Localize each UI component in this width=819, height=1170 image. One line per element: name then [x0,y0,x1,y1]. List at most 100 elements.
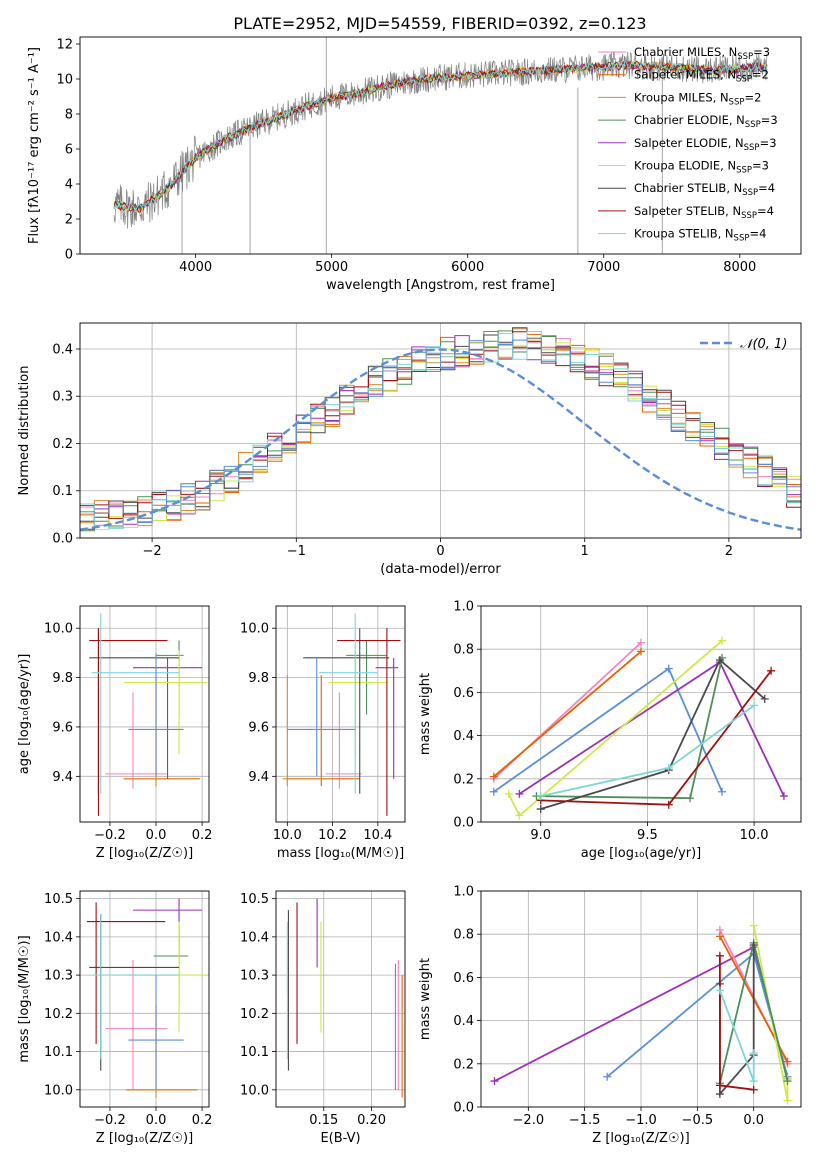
mass-weight-marker [490,1077,499,1086]
y-tick-label: 0.8 [453,928,474,943]
chart-title: PLATE=2952, MJD=54559, FIBERID=0392, z=0… [233,14,646,33]
mass_vs_EBV-panel: 0.15 0.20 10.0 10.1 10.2 10.3 10.4 10.5 E(B-V) [240,890,406,1146]
y-tick-label: 10.4 [44,930,73,945]
y-tick-label: 10.0 [44,1083,73,1098]
legend-entry: Kroupa ELODIE, NSSP=3 [634,159,769,176]
x-tick-label: 10.2 [318,828,347,843]
y-tick-label: 9.4 [248,770,269,785]
x-tick-label: −2 [143,544,162,559]
y-tick-label: 10.1 [44,1045,73,1060]
mass-weight-marker [489,772,498,781]
mass-weight-marker [715,951,724,960]
y-tick-label: 1.0 [453,600,474,615]
mass-weight-marker [664,664,673,673]
mass_vs_Z-panel: −0.2 0.0 0.2 10.0 10.1 10.2 10.3 10.4 10.5 Z [log… [17,890,213,1146]
x-axis-label: Z [log₁₀(Z/Z☉)] [96,1131,193,1146]
mass-weight-marker [749,1085,758,1094]
x-tick-label: 6000 [451,260,484,275]
x-tick-label: 0.2 [192,1113,213,1128]
x-axis-label: wavelength [Angstrom, rest frame] [326,278,555,293]
y-tick-label: 2 [65,213,73,228]
y-tick-label: 0.4 [453,729,474,744]
y-tick-label: 9.8 [248,671,269,686]
y-axis-label: Normed distribution [17,366,32,496]
y-tick-label: 9.6 [52,720,73,735]
mass-weight-marker [749,921,758,930]
axes-frame [79,890,210,1108]
y-tick-label: 0.0 [453,816,474,831]
legend-entry: Salpeter STELIB, NSSP=4 [634,204,774,221]
x-tick-label: 4000 [179,260,212,275]
y-tick-label: 10.5 [240,892,269,907]
y-tick-label: 0.8 [453,643,474,658]
model-spectrum-line [113,60,768,214]
x-tick-label: −0.5 [682,1113,714,1128]
weight_vs_Z-panel: −2.0 −1.5 −1.0 −0.5 0.0 0.0 0.2 0.4 0.6 0.8 1.0 Z [… [418,885,802,1146]
y-tick-label: 4 [65,178,73,193]
y-tick-label: 0.6 [453,686,474,701]
y-tick-label: 0.2 [52,437,73,452]
mass-weight-marker [715,932,724,941]
y-axis-label: age [log₁₀(age/yr)] [17,654,32,775]
mass-weight-line [493,650,642,778]
legend-entry: Salpeter ELODIE, NSSP=3 [634,136,777,153]
y-tick-label: 9.8 [52,671,73,686]
y-tick-label: 1.0 [453,885,474,900]
x-axis-label: mass [log₁₀(M/M☉)] [277,846,404,861]
x-tick-label: 2 [725,544,733,559]
mass-weight-marker [750,701,759,710]
x-tick-label: −1.0 [625,1113,657,1128]
mass-weight-line [719,990,755,1082]
y-tick-label: 0.4 [453,1014,474,1029]
weight_vs_age-panel: 9.0 9.5 10.0 0.0 0.2 0.4 0.6 0.8 1.0 age [log₁₀(a… [418,600,802,861]
x-tick-label: 0 [436,544,444,559]
mass-weight-line [540,658,766,810]
mass-weight-marker [783,1057,792,1066]
mass-weight-marker [515,789,524,798]
x-tick-label: 0.0 [146,1113,167,1128]
y-tick-label: 9.4 [52,770,73,785]
mass-weight-marker [749,941,758,949]
mass-weight-marker [767,666,776,675]
mass-weight-marker [603,1072,612,1081]
y-tick-label: 8 [65,108,73,123]
y-tick-label: 0.4 [52,342,73,357]
y-tick-label: 10.3 [240,969,269,984]
x-axis-label: (data-model)/error [380,562,501,577]
y-axis-label: mass weight [418,958,433,1040]
mass-weight-marker [715,656,724,664]
x-axis-label: Z [log₁₀(Z/Z☉)] [96,846,193,861]
residuals-panel: −2 −1 0 1 2 0.0 0.1 0.2 0.3 0.4 (data-model)/error… [17,322,802,577]
legend-entry: Kroupa MILES, NSSP=2 [634,90,761,107]
histogram-step-line [80,337,801,523]
y-tick-label: 12 [56,38,73,53]
y-tick-label: 10.2 [240,1007,269,1022]
y-tick-label: 0.3 [52,390,73,405]
y-tick-label: 9.6 [248,720,269,735]
x-axis-label: Z [log₁₀(Z/Z☉)] [592,1131,689,1146]
mass-weight-marker [664,764,673,772]
legend-entry: Salpeter MILES, NSSP=2 [634,68,769,85]
y-tick-label: 6 [65,143,73,158]
y-tick-label: 0.0 [453,1101,474,1116]
axes-frame [275,890,406,1108]
x-tick-label: 10.0 [740,828,769,843]
y-tick-label: 10.3 [44,969,73,984]
y-tick-label: 10 [56,73,73,88]
mass-weight-marker [515,811,524,820]
mass-weight-marker [536,805,545,814]
normal-curve [80,348,801,531]
x-tick-label: −1.5 [569,1113,601,1128]
x-axis-label: age [log₁₀(age/yr)] [581,846,702,861]
mass-weight-marker [718,787,727,796]
mass-weight-marker [637,638,645,647]
model-spectrum-line [113,60,768,213]
mass-weight-line [540,670,772,806]
mass-weight-marker [783,1096,792,1105]
mass-weight-marker [715,1081,724,1090]
mass-weight-marker [749,1049,758,1057]
x-tick-label: 10.0 [273,828,302,843]
x-tick-label: 9.5 [637,828,658,843]
mass-weight-marker [715,986,724,995]
